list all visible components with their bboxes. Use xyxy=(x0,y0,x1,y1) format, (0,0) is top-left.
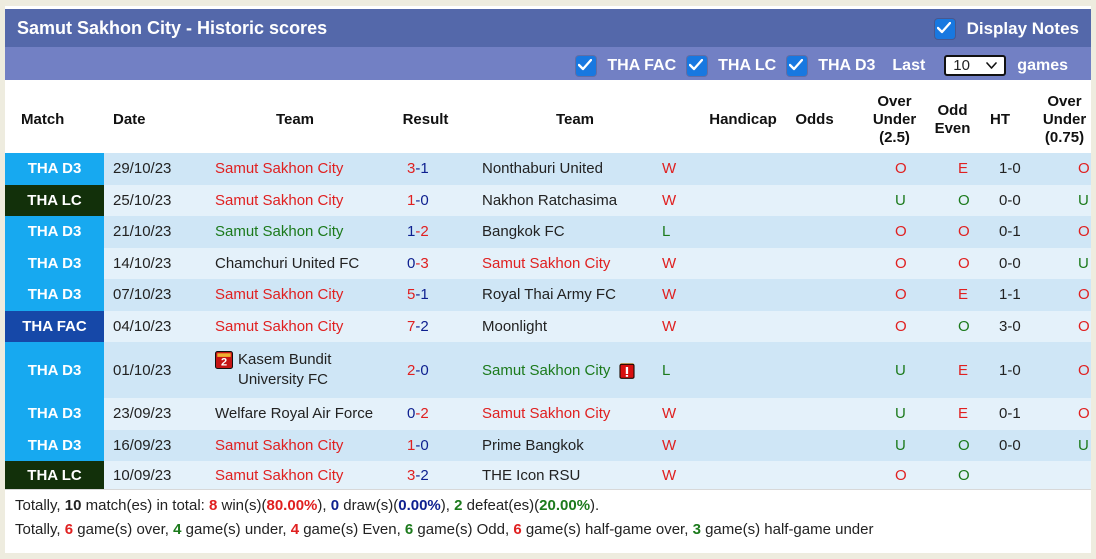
svg-text:2: 2 xyxy=(221,357,227,369)
